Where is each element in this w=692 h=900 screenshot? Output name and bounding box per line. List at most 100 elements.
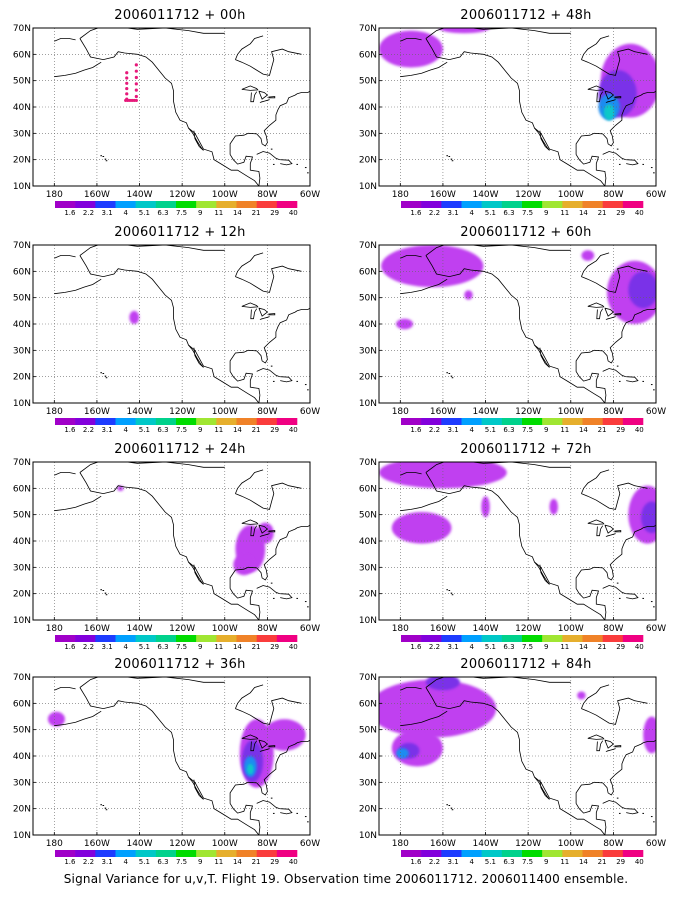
colorbar-swatch <box>216 635 237 642</box>
colorbar-swatch <box>522 850 543 857</box>
island-mark <box>307 172 309 174</box>
coastline <box>280 376 293 383</box>
island-mark <box>653 389 655 391</box>
colorbar-label: 7.5 <box>522 426 533 434</box>
colorbar-label: 21 <box>252 426 261 434</box>
coastline <box>54 495 102 512</box>
panel-title: 2006011712 + 24h <box>114 442 246 457</box>
colorbar-swatch <box>582 635 603 642</box>
colorbar-label: 9 <box>198 643 202 651</box>
lat-tick-label: 20N <box>13 805 31 815</box>
coastline <box>575 524 656 620</box>
lon-tick-label: 160W <box>84 839 110 849</box>
colorbar-swatch <box>55 850 76 857</box>
island-mark <box>104 807 107 809</box>
lon-tick-label: 180 <box>46 624 63 634</box>
colorbar-label: 1.6 <box>64 209 76 217</box>
variance-dot <box>134 75 138 80</box>
lat-tick-label: 60N <box>359 484 377 494</box>
colorbar-label: 21 <box>598 643 607 651</box>
island-mark <box>451 594 454 596</box>
coastline <box>188 344 204 368</box>
coastline <box>259 748 270 752</box>
panel-title: 2006011712 + 36h <box>114 657 246 672</box>
panel-title: 2006011712 + 12h <box>114 225 246 240</box>
map-plot: 70N 60N 50N 40N 30N 20N 10N 180 160W 140W 120W 100W… <box>359 241 666 434</box>
coastline <box>575 739 656 835</box>
colorbar-label: 1.6 <box>410 858 422 866</box>
colorbar-swatch <box>115 850 136 857</box>
lat-tick-label: 10N <box>13 399 31 409</box>
variance-contour <box>628 271 656 309</box>
colorbar-swatch <box>562 635 583 642</box>
lon-tick-label: 120W <box>169 190 195 200</box>
lon-tick-label: 140W <box>472 190 498 200</box>
variance-dot <box>134 69 138 73</box>
lat-tick-label: 50N <box>13 511 31 521</box>
colorbar-label: 9 <box>198 858 202 866</box>
colorbar-label: 14 <box>233 643 242 651</box>
lon-tick-label: 180 <box>46 190 63 200</box>
island-mark <box>451 809 454 811</box>
map-panel-24h: 2006011712 + 24h 70N 60N 50N 40N 30N 20N 10N 18… <box>13 442 340 657</box>
lon-tick-label: 160W <box>430 624 456 634</box>
island-mark <box>446 372 448 374</box>
colorbar-label: 5.1 <box>139 209 150 217</box>
colorbar-label: 7.5 <box>176 209 187 217</box>
lon-tick-label: 140W <box>472 839 498 849</box>
island-mark <box>100 589 102 591</box>
colorbar-swatch <box>196 201 217 208</box>
lon-tick-label: 100W <box>212 839 238 849</box>
colorbar-swatch <box>95 635 116 642</box>
colorbar-swatch <box>276 635 298 642</box>
lon-tick-label: 100W <box>212 190 238 200</box>
island-mark <box>642 812 645 814</box>
coastline <box>244 245 248 246</box>
coastline <box>172 672 215 675</box>
variance-contour <box>396 318 414 330</box>
variance-contour <box>391 512 452 544</box>
coastline <box>587 519 605 525</box>
coastline <box>79 687 260 835</box>
lon-tick-label: 100W <box>558 190 584 200</box>
colorbar-swatch <box>276 418 298 425</box>
lon-tick-label: 60W <box>300 190 320 200</box>
colorbar-label: 29 <box>616 858 625 866</box>
colorbar-label: 29 <box>270 858 279 866</box>
lat-tick-label: 60N <box>13 50 31 60</box>
lat-tick-label: 70N <box>359 458 377 468</box>
island-mark <box>304 384 307 386</box>
coastline <box>79 472 260 620</box>
colorbar-swatch <box>216 850 237 857</box>
coastline <box>400 278 448 295</box>
colorbar-label: 21 <box>598 858 607 866</box>
island-mark <box>296 380 299 382</box>
colorbar-label: 7.5 <box>522 643 533 651</box>
variance-contour <box>438 28 490 34</box>
coastline <box>250 525 258 537</box>
colorbar-label: 7.5 <box>522 858 533 866</box>
coastline <box>658 78 671 89</box>
coastline <box>400 61 448 78</box>
coastline <box>590 462 594 463</box>
colorbar-swatch <box>421 635 442 642</box>
colorbar-swatch <box>401 418 422 425</box>
coastline <box>596 308 604 320</box>
colorbar-label: 4 <box>124 426 129 434</box>
variance-dot <box>125 86 129 91</box>
coastline <box>587 85 605 91</box>
island-mark <box>105 809 108 811</box>
island-mark <box>450 592 453 594</box>
island-mark <box>105 377 108 379</box>
variance-contour <box>581 250 595 261</box>
colorbar-swatch <box>622 635 644 642</box>
coastline <box>244 677 248 678</box>
coastline <box>614 745 622 748</box>
lat-tick-label: 70N <box>13 673 31 683</box>
variance-dot <box>125 71 129 75</box>
lat-tick-label: 10N <box>359 182 377 192</box>
colorbar-swatch <box>441 635 462 642</box>
coastline <box>602 585 626 595</box>
colorbar-label: 40 <box>289 209 298 217</box>
lon-tick-label: 120W <box>515 190 541 200</box>
